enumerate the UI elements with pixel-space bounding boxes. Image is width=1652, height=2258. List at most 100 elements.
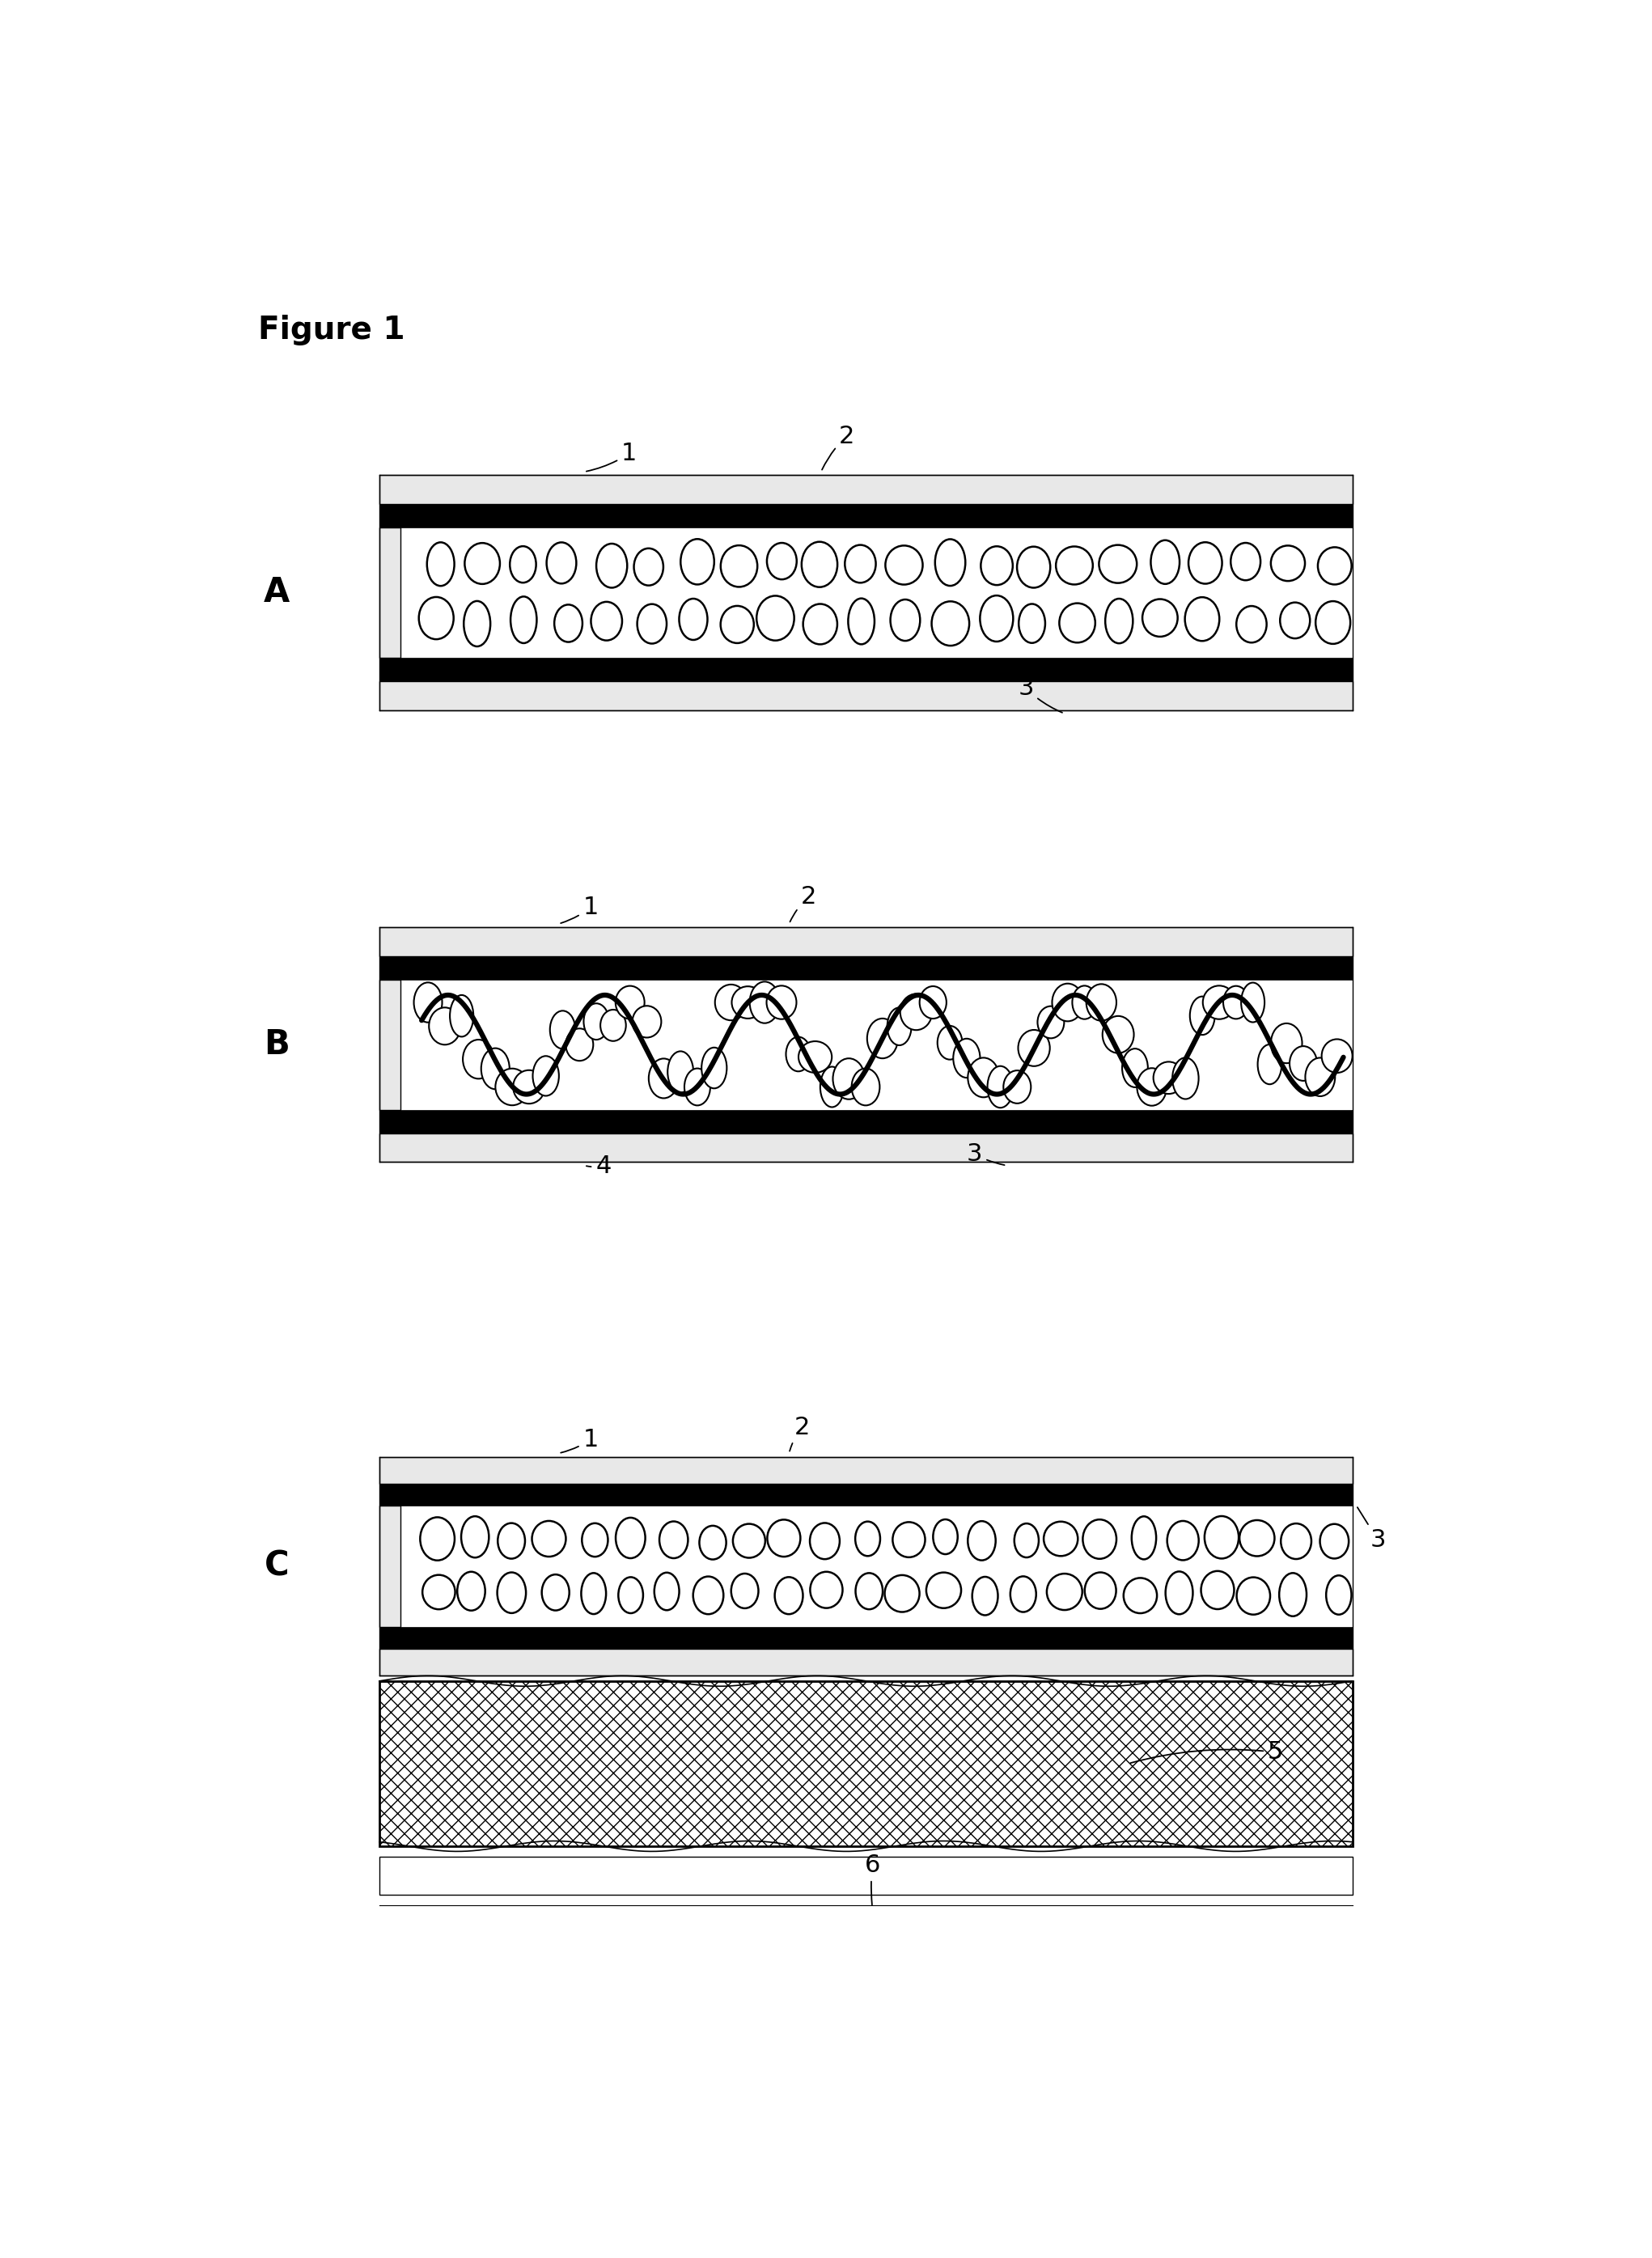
Bar <box>380 955 1353 980</box>
Ellipse shape <box>1305 1057 1335 1095</box>
Ellipse shape <box>1056 546 1094 585</box>
Ellipse shape <box>1044 1522 1077 1556</box>
Ellipse shape <box>801 542 838 587</box>
Text: 2: 2 <box>790 885 816 921</box>
Ellipse shape <box>1327 1576 1351 1614</box>
Ellipse shape <box>1318 546 1351 585</box>
Ellipse shape <box>775 1576 803 1614</box>
Ellipse shape <box>616 987 644 1018</box>
Ellipse shape <box>547 542 577 583</box>
Ellipse shape <box>583 1003 610 1039</box>
Ellipse shape <box>514 1070 545 1104</box>
Ellipse shape <box>1011 1576 1036 1612</box>
Text: 2: 2 <box>823 425 854 470</box>
Ellipse shape <box>633 1005 661 1039</box>
Ellipse shape <box>757 596 795 641</box>
Ellipse shape <box>497 1572 525 1612</box>
Ellipse shape <box>867 1018 899 1059</box>
Ellipse shape <box>1270 1023 1302 1064</box>
Ellipse shape <box>430 1007 461 1045</box>
Ellipse shape <box>420 1517 454 1560</box>
Ellipse shape <box>681 540 714 585</box>
Ellipse shape <box>600 1009 626 1041</box>
Ellipse shape <box>550 1012 575 1048</box>
Ellipse shape <box>426 542 454 585</box>
Ellipse shape <box>920 987 947 1018</box>
Ellipse shape <box>1184 596 1219 641</box>
Ellipse shape <box>720 605 753 644</box>
Ellipse shape <box>1153 1061 1184 1093</box>
Bar <box>380 980 401 1111</box>
Ellipse shape <box>684 1068 710 1106</box>
Ellipse shape <box>1189 996 1214 1034</box>
Ellipse shape <box>803 603 838 644</box>
Text: 3: 3 <box>1358 1508 1386 1551</box>
Ellipse shape <box>616 1517 646 1558</box>
Text: 1: 1 <box>560 896 598 924</box>
Ellipse shape <box>786 1036 811 1070</box>
Ellipse shape <box>464 542 501 585</box>
Ellipse shape <box>971 1576 998 1614</box>
Ellipse shape <box>892 1522 925 1558</box>
Ellipse shape <box>1203 987 1236 1018</box>
Ellipse shape <box>1052 984 1084 1021</box>
Ellipse shape <box>1280 1524 1312 1558</box>
Ellipse shape <box>1082 1520 1117 1558</box>
Ellipse shape <box>1290 1045 1317 1082</box>
Text: B: B <box>264 1027 289 1061</box>
Ellipse shape <box>497 1524 525 1558</box>
Ellipse shape <box>565 1027 593 1061</box>
Ellipse shape <box>1188 542 1222 585</box>
Bar <box>380 528 1353 657</box>
Bar <box>380 528 401 657</box>
Ellipse shape <box>733 1524 765 1558</box>
Bar <box>380 1680 1353 1847</box>
Ellipse shape <box>1280 603 1310 639</box>
Bar <box>380 1856 1353 1894</box>
Bar <box>380 1134 1353 1163</box>
Ellipse shape <box>1059 603 1095 644</box>
Ellipse shape <box>618 1576 643 1612</box>
Ellipse shape <box>654 1572 679 1610</box>
Ellipse shape <box>932 601 970 646</box>
Ellipse shape <box>1236 605 1267 644</box>
Ellipse shape <box>980 596 1013 641</box>
Ellipse shape <box>988 1066 1013 1109</box>
Ellipse shape <box>1003 1070 1031 1104</box>
Ellipse shape <box>968 1522 996 1560</box>
Ellipse shape <box>555 605 583 641</box>
Ellipse shape <box>715 984 747 1021</box>
Ellipse shape <box>582 1524 608 1556</box>
Ellipse shape <box>1122 1048 1148 1088</box>
Text: 5: 5 <box>1130 1741 1284 1763</box>
Ellipse shape <box>767 1520 801 1556</box>
Bar <box>380 682 1353 709</box>
Ellipse shape <box>953 1039 980 1077</box>
Ellipse shape <box>750 982 780 1023</box>
Bar <box>380 980 1353 1111</box>
Ellipse shape <box>463 1039 494 1079</box>
Ellipse shape <box>1257 1045 1282 1084</box>
Bar <box>380 1506 401 1628</box>
Ellipse shape <box>1047 1574 1082 1610</box>
Ellipse shape <box>679 598 707 639</box>
Text: 2: 2 <box>790 1416 809 1452</box>
Ellipse shape <box>464 601 491 646</box>
Ellipse shape <box>856 1522 881 1556</box>
Ellipse shape <box>1166 1522 1199 1560</box>
Ellipse shape <box>1201 1572 1234 1610</box>
Ellipse shape <box>933 1520 958 1554</box>
Ellipse shape <box>981 546 1013 585</box>
Text: A: A <box>264 576 291 610</box>
Ellipse shape <box>1018 1030 1051 1066</box>
Ellipse shape <box>1018 546 1051 587</box>
Ellipse shape <box>1085 1572 1117 1610</box>
Ellipse shape <box>1279 1574 1307 1617</box>
Ellipse shape <box>1143 598 1178 637</box>
Ellipse shape <box>927 1572 961 1608</box>
Text: 4: 4 <box>586 1154 611 1179</box>
Ellipse shape <box>1014 1524 1039 1558</box>
Ellipse shape <box>798 1041 833 1073</box>
Bar <box>380 1506 1353 1628</box>
Text: Figure 1: Figure 1 <box>258 314 405 345</box>
